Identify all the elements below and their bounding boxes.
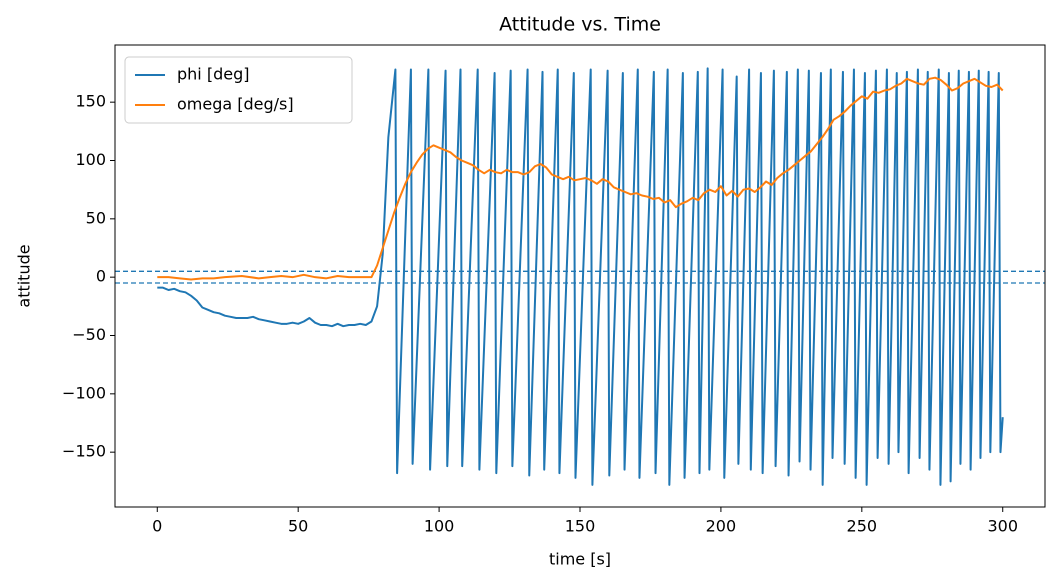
x-tick-label: 100 <box>424 517 455 536</box>
legend-label: phi [deg] <box>177 65 249 84</box>
y-tick-label: −150 <box>62 442 106 461</box>
y-axis-label: attitude <box>15 244 34 307</box>
x-tick-label: 200 <box>706 517 737 536</box>
series-line <box>157 67 1004 486</box>
y-tick-label: 0 <box>96 267 106 286</box>
y-tick-label: 100 <box>75 150 106 169</box>
series-line <box>157 76 1004 281</box>
legend-box <box>124 56 353 124</box>
x-tick-label: 0 <box>152 517 162 536</box>
y-tick-label: −50 <box>72 325 106 344</box>
y-tick-label: −100 <box>62 383 106 402</box>
y-tick-label: 50 <box>86 208 106 227</box>
plot-area <box>115 67 1045 486</box>
x-axis-label: time [s] <box>549 550 611 569</box>
x-tick-label: 50 <box>288 517 308 536</box>
x-tick-label: 250 <box>847 517 878 536</box>
legend-label: omega [deg/s] <box>177 95 294 114</box>
chart-title: Attitude vs. Time <box>499 14 661 36</box>
y-tick-label: 150 <box>75 92 106 111</box>
x-tick-label: 300 <box>987 517 1018 536</box>
x-tick-label: 150 <box>565 517 596 536</box>
